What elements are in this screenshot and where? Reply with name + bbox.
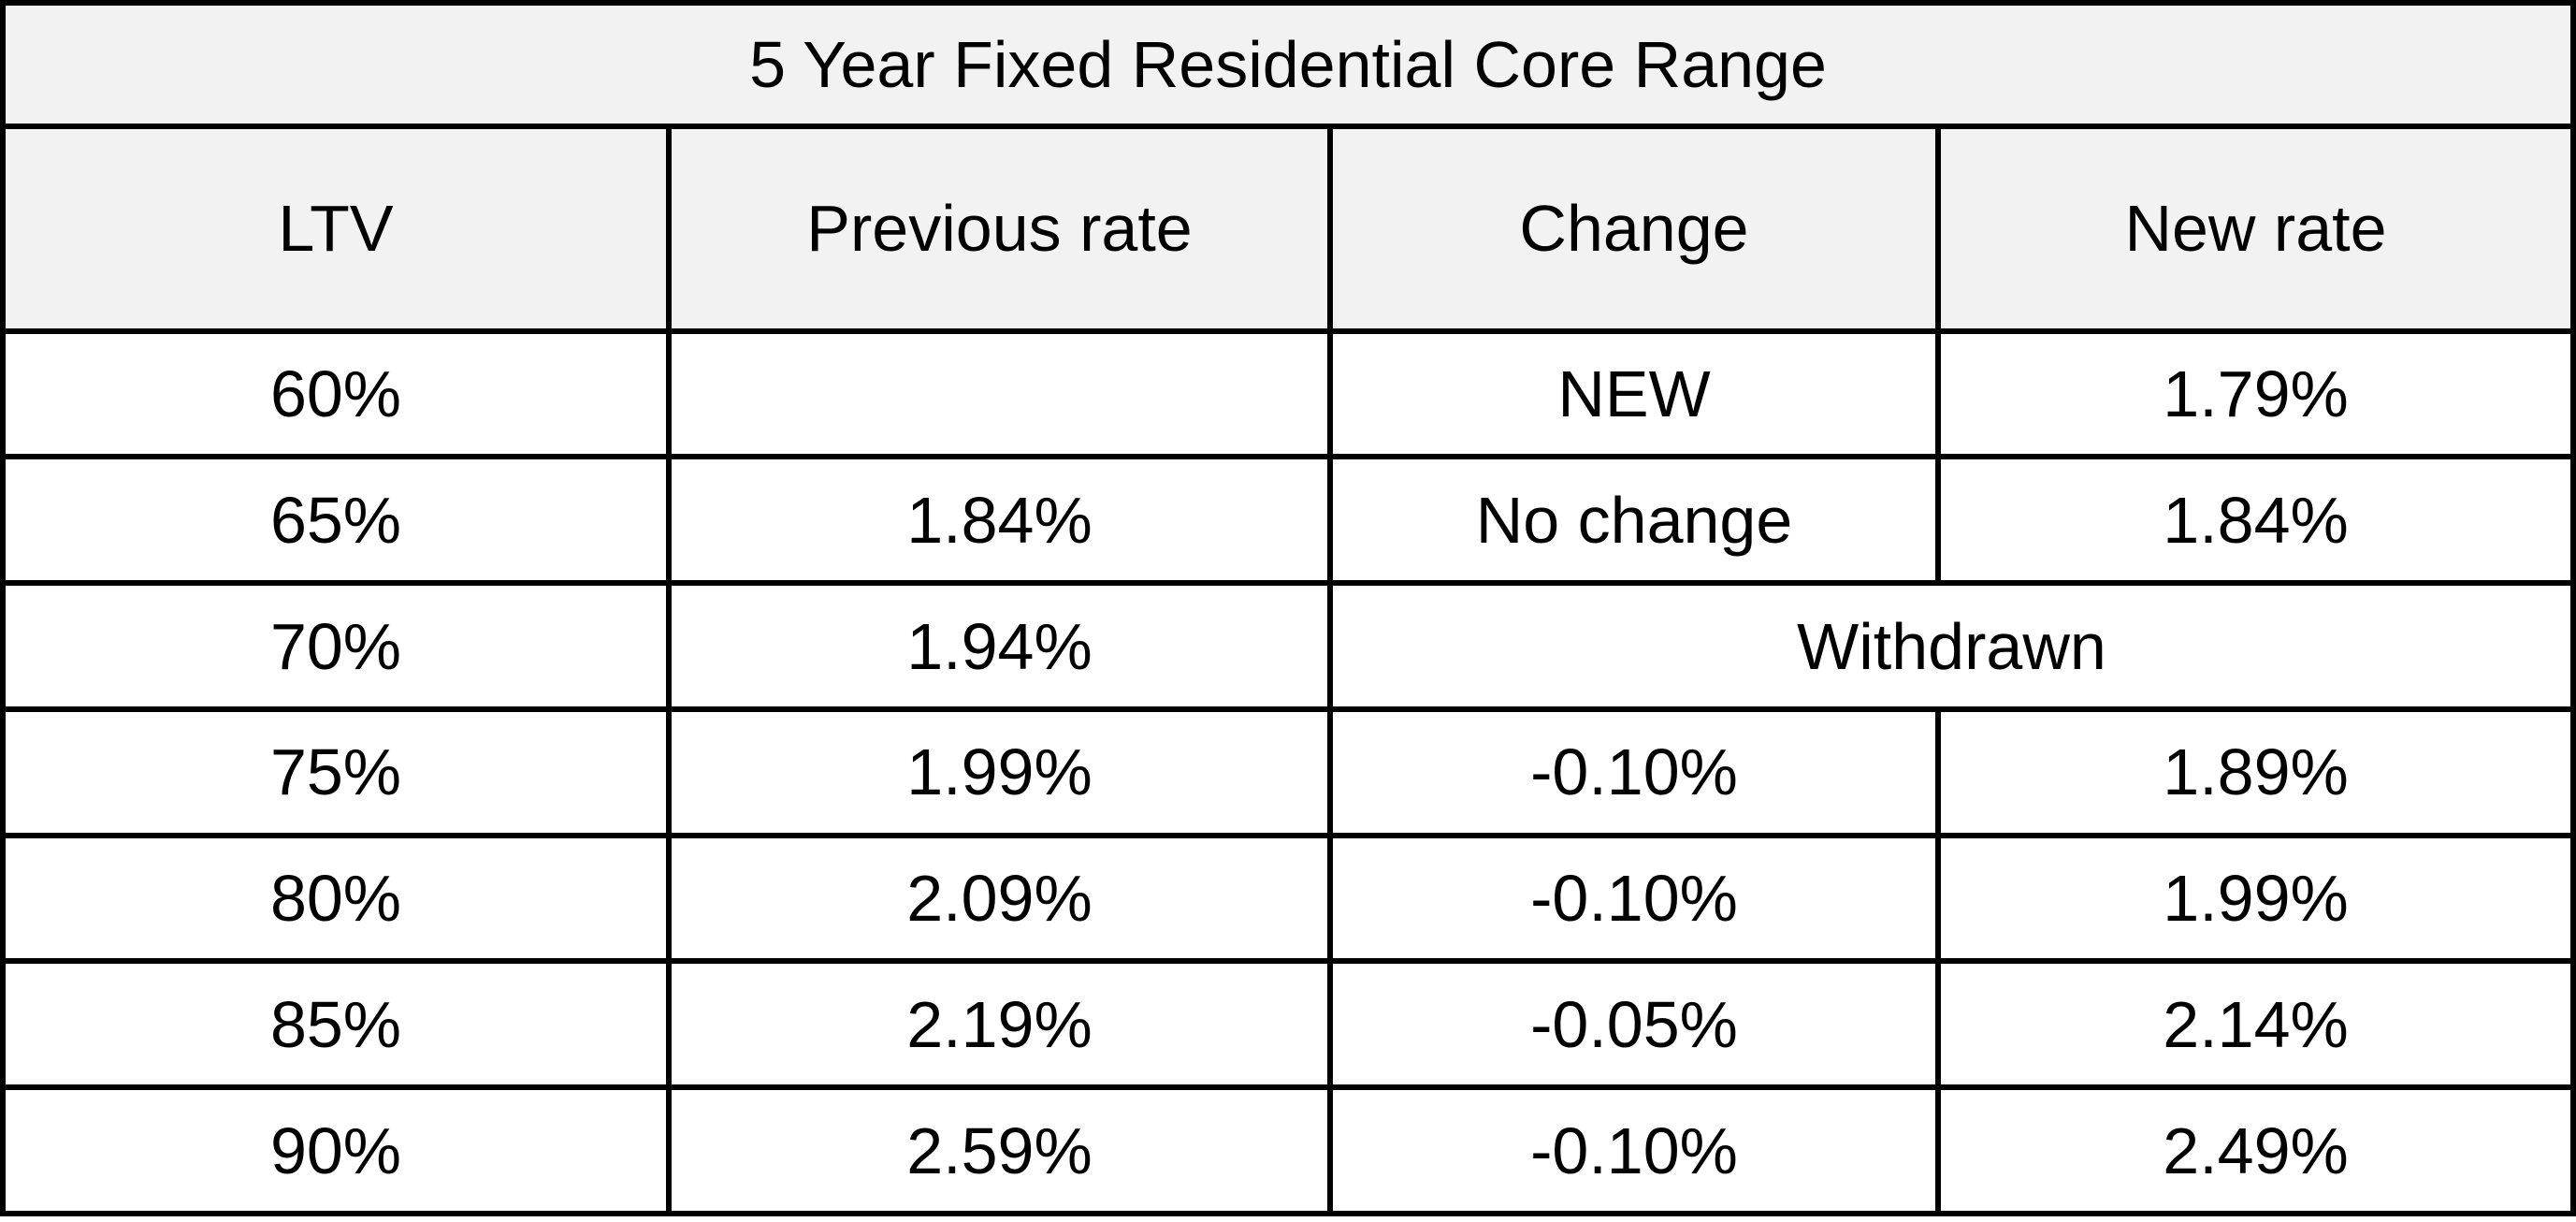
- change-cell: -0.10%: [1327, 1084, 1941, 1216]
- ltv-cell: 70%: [0, 580, 672, 712]
- new-rate-cell: 1.99%: [1934, 832, 2576, 965]
- table-row: 90% 2.59% -0.10% 2.49%: [0, 1084, 2576, 1216]
- previous-rate-cell: 2.59%: [666, 1084, 1333, 1216]
- previous-rate-cell: 2.09%: [666, 832, 1333, 965]
- header-new-rate: New rate: [1934, 123, 2576, 334]
- change-cell: -0.05%: [1327, 958, 1941, 1091]
- table-row: 70% 1.94% Withdrawn: [0, 580, 2576, 712]
- table-row: 75% 1.99% -0.10% 1.89%: [0, 706, 2576, 838]
- header-row: LTV Previous rate Change New rate: [0, 123, 2576, 334]
- previous-rate-cell: 1.84%: [666, 454, 1333, 587]
- ltv-cell: 80%: [0, 832, 672, 965]
- change-cell: -0.10%: [1327, 832, 1941, 965]
- table-row: 85% 2.19% -0.05% 2.14%: [0, 958, 2576, 1091]
- table-title: 5 Year Fixed Residential Core Range: [0, 0, 2576, 129]
- ltv-cell: 90%: [0, 1084, 672, 1216]
- ltv-cell: 75%: [0, 706, 672, 838]
- previous-rate-cell: 2.19%: [666, 958, 1333, 1091]
- withdrawn-cell: Withdrawn: [1326, 580, 2576, 712]
- new-rate-cell: 1.79%: [1934, 327, 2576, 460]
- header-previous-rate: Previous rate: [666, 123, 1333, 334]
- previous-rate-cell: 1.99%: [666, 706, 1333, 838]
- change-cell: No change: [1327, 454, 1941, 587]
- new-rate-cell: 2.14%: [1934, 958, 2576, 1091]
- table-row: 65% 1.84% No change 1.84%: [0, 454, 2576, 587]
- table-row: 60% NEW 1.79%: [0, 327, 2576, 460]
- change-cell: NEW: [1327, 327, 1941, 460]
- new-rate-cell: 1.89%: [1934, 706, 2576, 838]
- ltv-cell: 60%: [0, 327, 672, 460]
- previous-rate-cell: 1.94%: [666, 580, 1333, 712]
- header-change: Change: [1327, 123, 1941, 334]
- new-rate-cell: 1.84%: [1934, 454, 2576, 587]
- change-cell: -0.10%: [1327, 706, 1941, 838]
- table-row: 80% 2.09% -0.10% 1.99%: [0, 832, 2576, 965]
- new-rate-cell: 2.49%: [1934, 1084, 2576, 1216]
- previous-rate-cell: [666, 327, 1333, 460]
- ltv-cell: 85%: [0, 958, 672, 1091]
- header-ltv: LTV: [0, 123, 672, 334]
- ltv-cell: 65%: [0, 454, 672, 587]
- title-row: 5 Year Fixed Residential Core Range: [0, 0, 2576, 129]
